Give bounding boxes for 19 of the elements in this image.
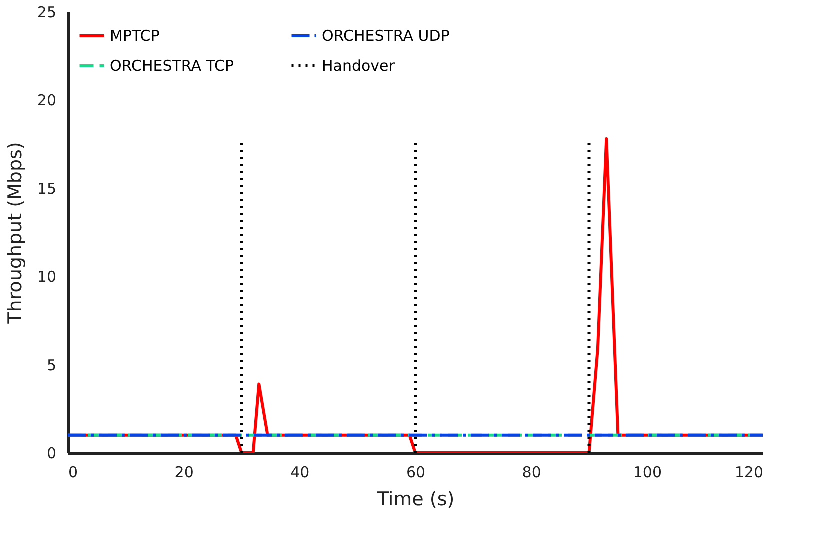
legend-label: Handover [322, 57, 396, 75]
x-tick-label: 100 [633, 464, 662, 482]
x-tick-label: 60 [406, 464, 426, 482]
x-tick-label: 80 [522, 464, 542, 482]
y-tick-label: 0 [46, 444, 56, 462]
y-tick-label: 20 [37, 92, 56, 110]
y-tick-label: 15 [37, 180, 56, 198]
legend-label: ORCHESTRA TCP [110, 57, 234, 75]
legend-label: ORCHESTRA UDP [322, 27, 450, 45]
x-tick-label: 120 [734, 464, 764, 482]
x-tick-label: 40 [290, 464, 310, 482]
x-tick-label: 0 [68, 464, 78, 482]
legend-label: MPTCP [110, 27, 160, 45]
y-tick-label: 25 [37, 4, 56, 22]
y-tick-label: 10 [37, 268, 56, 286]
x-tick-label: 20 [174, 464, 194, 482]
y-tick-label: 5 [46, 356, 56, 374]
y-axis-title: Throughput (Mbps) [4, 142, 26, 325]
x-axis-title: Time (s) [376, 488, 455, 510]
